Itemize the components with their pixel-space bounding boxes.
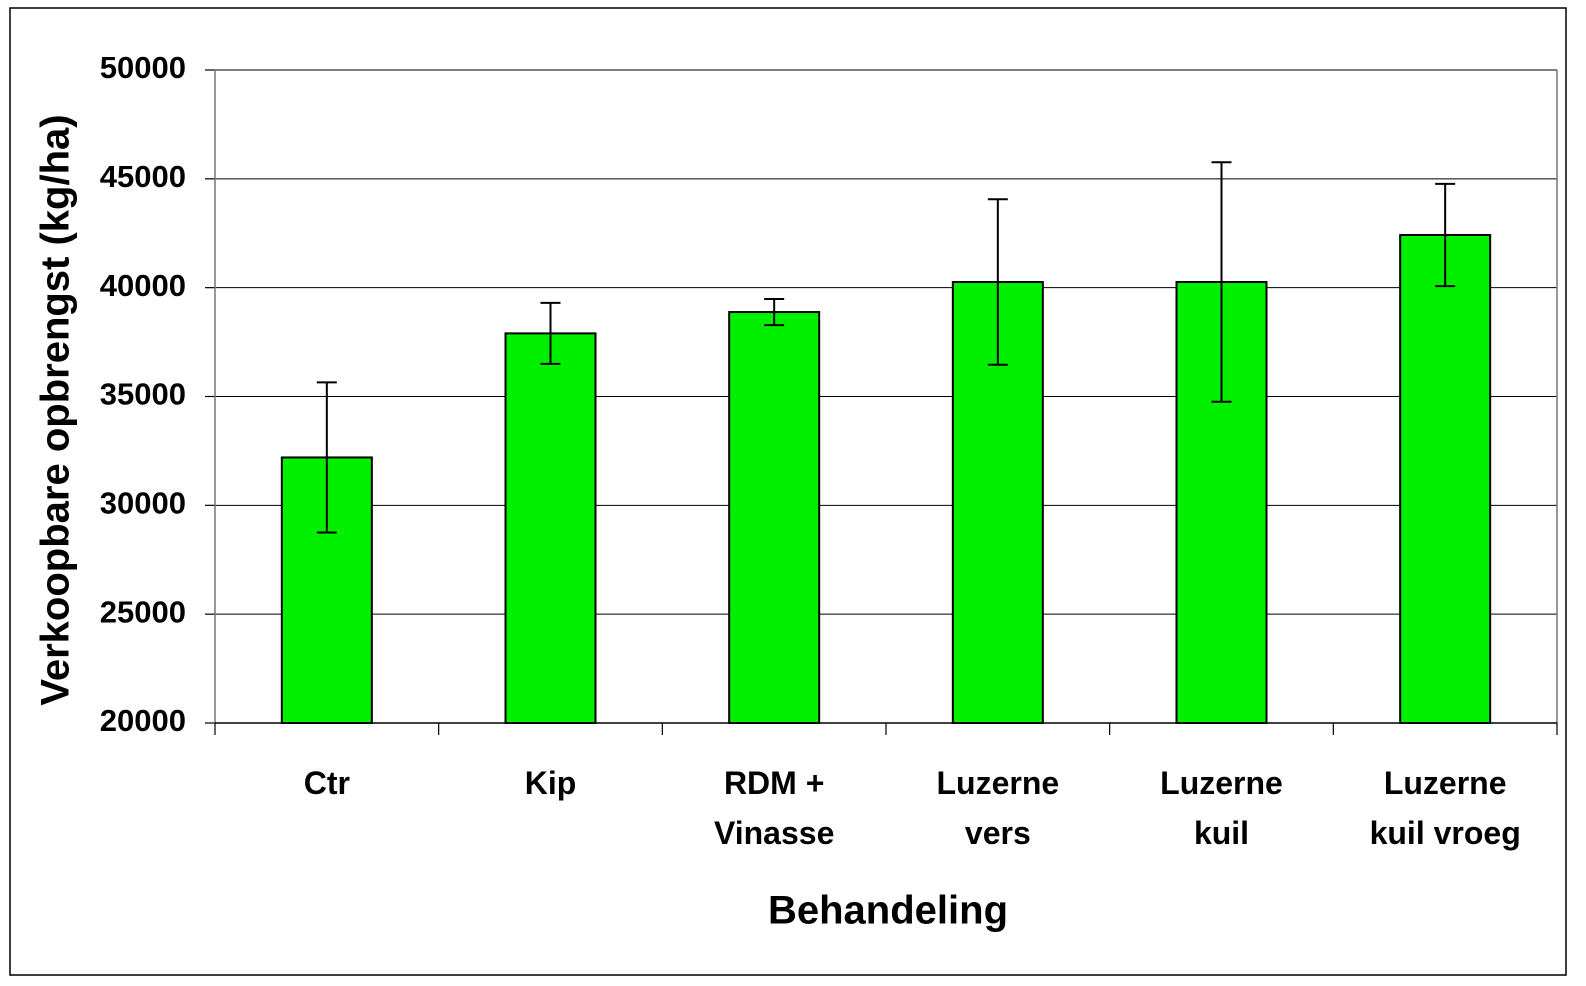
x-tick-label-line: Kip bbox=[525, 765, 577, 801]
x-tick-label: Luzerne vers bbox=[936, 765, 1059, 851]
y-axis-title: Verkoopbare opbrengst (kg/ha) bbox=[34, 114, 78, 705]
y-tick-label: 30000 bbox=[100, 486, 186, 521]
x-tick-label-line: Luzerne bbox=[1160, 765, 1283, 801]
x-tick-label-line: Vinasse bbox=[714, 815, 834, 851]
error-bar bbox=[1211, 161, 1232, 403]
x-tick-label: Ctr bbox=[304, 765, 350, 801]
x-tick-label-line: Ctr bbox=[304, 765, 350, 801]
x-axis-title: Behandeling bbox=[768, 889, 1008, 933]
bar bbox=[1175, 281, 1268, 724]
error-bar bbox=[764, 297, 785, 327]
error-bar bbox=[316, 381, 337, 534]
bar bbox=[1399, 233, 1492, 724]
x-tick-label: Luzerne kuil bbox=[1160, 765, 1283, 851]
x-tick-label: Luzerne kuil vroeg bbox=[1370, 765, 1521, 851]
x-tick-label-line: kuil bbox=[1194, 815, 1249, 851]
y-tick-label: 45000 bbox=[100, 159, 186, 194]
bar bbox=[728, 311, 821, 724]
x-tick-label: RDM + Vinasse bbox=[714, 765, 834, 851]
y-tick-label: 20000 bbox=[100, 703, 186, 738]
bar bbox=[504, 332, 597, 724]
x-tick-label: Kip bbox=[525, 765, 577, 801]
error-bar bbox=[987, 198, 1008, 366]
x-tick-label-line: kuil vroeg bbox=[1370, 815, 1521, 851]
y-tick-label: 25000 bbox=[100, 594, 186, 629]
x-tick-label-line: Luzerne bbox=[936, 765, 1059, 801]
y-tick-label: 40000 bbox=[100, 268, 186, 303]
y-tick-label: 35000 bbox=[100, 377, 186, 412]
y-tick-label: 50000 bbox=[100, 50, 186, 85]
x-tick-label-line: RDM + bbox=[724, 765, 824, 801]
error-bar bbox=[540, 301, 561, 365]
error-bar bbox=[1435, 182, 1456, 288]
x-tick-label-line: vers bbox=[965, 815, 1031, 851]
x-tick-label-line: Luzerne bbox=[1384, 765, 1507, 801]
